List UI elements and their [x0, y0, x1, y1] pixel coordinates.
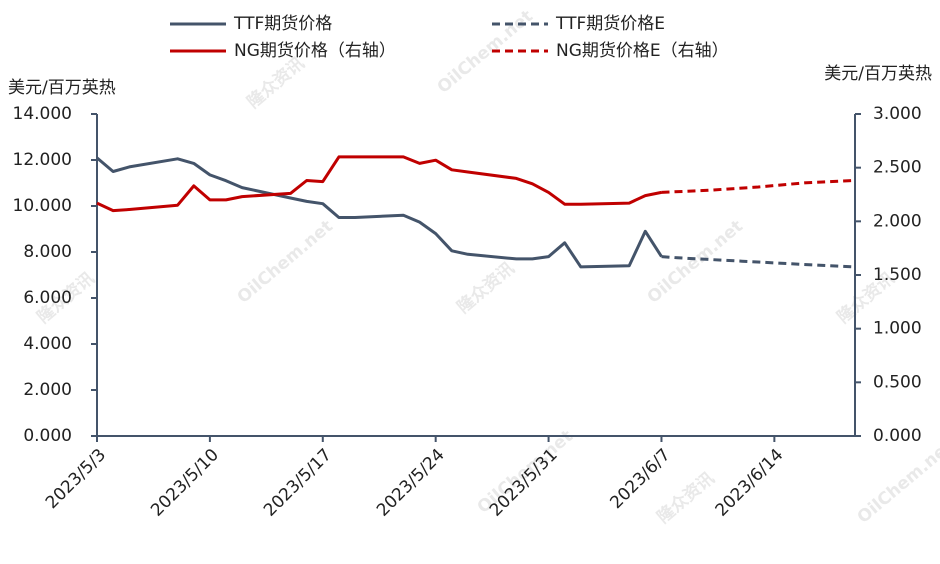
watermark: 隆众资讯: [653, 468, 719, 528]
y2-tick-label: 0.500: [873, 372, 922, 392]
watermark: OilChem.net: [854, 436, 940, 527]
x-tick-label: 2023/5/24: [373, 445, 449, 521]
y-tick-label: 2.000: [23, 380, 72, 400]
watermark: OilChem.net: [234, 216, 337, 307]
watermark: 隆众资讯: [453, 258, 519, 318]
y2-tick-label: 1.500: [873, 265, 922, 285]
legend-label: TTF期货价格E: [555, 14, 665, 34]
y-tick-label: 8.000: [23, 242, 72, 262]
y-tick-label: 4.000: [23, 334, 72, 354]
x-tick-label: 2023/5/3: [42, 445, 110, 513]
series-line: [96, 155, 662, 213]
y2-tick-label: 1.000: [873, 319, 922, 339]
series-line: [96, 156, 663, 269]
y-tick-label: 14.000: [13, 104, 72, 124]
y-tick-label: 10.000: [13, 196, 72, 216]
series-line: [661, 255, 856, 269]
watermark: 隆众资讯: [243, 53, 309, 113]
y-tick-label: 12.000: [13, 150, 72, 170]
x-tick-label: 2023/6/14: [712, 445, 788, 521]
y-axis-title: 美元/百万英热: [8, 78, 116, 98]
legend-label: NG期货价格（右轴）: [234, 41, 396, 61]
y2-tick-label: 2.500: [873, 158, 922, 178]
y-tick-label: 6.000: [23, 288, 72, 308]
x-tick-label: 2023/5/10: [147, 445, 223, 521]
x-tick-label: 2023/5/17: [260, 445, 336, 521]
legend-label: TTF期货价格: [233, 14, 332, 34]
y2-tick-label: 2.000: [873, 211, 922, 231]
y2-tick-label: 3.000: [873, 104, 922, 124]
legend-label: NG期货价格E（右轴）: [556, 41, 729, 61]
y2-axis-title: 美元/百万英热: [824, 64, 932, 84]
y2-tick-label: 0.000: [873, 426, 922, 446]
series-line: [661, 179, 856, 194]
y-tick-label: 0.000: [23, 426, 72, 446]
